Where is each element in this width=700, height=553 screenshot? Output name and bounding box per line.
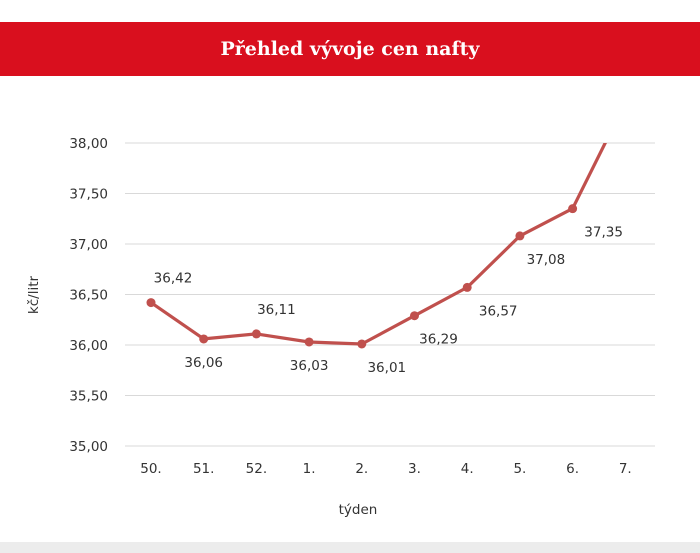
data-point: [357, 339, 367, 349]
y-axis-title: kč/litr: [26, 275, 42, 314]
x-tick-label: 6.: [566, 461, 579, 477]
x-tick-label: 4.: [461, 461, 474, 477]
y-tick-label: 36,00: [69, 338, 108, 354]
y-tick-label: 37,50: [69, 187, 108, 203]
x-tick-label: 5.: [513, 461, 526, 477]
y-tick-label: 35,00: [69, 439, 108, 455]
data-point: [146, 298, 156, 308]
y-tick-label: 37,00: [69, 237, 108, 253]
x-tick-labels: 50. 51. 52. 1. 2. 3. 4. 5. 6. 7.: [140, 461, 631, 477]
data-point: [199, 334, 209, 344]
data-label: 36,42: [154, 271, 193, 287]
x-axis-title: týden: [339, 502, 378, 518]
data-point: [568, 204, 578, 214]
data-label: 36,29: [419, 332, 458, 348]
page-title: Přehled vývoje cen nafty: [220, 38, 480, 60]
x-tick-label: 1.: [303, 461, 316, 477]
data-label: 36,11: [257, 302, 296, 318]
data-labels: 36,42 36,06 36,11 36,03 36,01 36,29 36,57 37,08…: [154, 225, 623, 376]
data-label: 36,06: [184, 355, 223, 371]
data-label: 37,35: [584, 225, 623, 241]
data-point: [410, 311, 419, 321]
y-tick-label: 38,00: [69, 136, 108, 152]
data-label: 36,03: [290, 358, 329, 374]
x-tick-label: 50.: [140, 461, 161, 477]
data-label: 37,08: [527, 252, 566, 268]
data-point: [515, 231, 525, 241]
grid-lines: [125, 142, 655, 447]
y-tick-label: 36,50: [69, 288, 108, 304]
series-points: [146, 204, 578, 349]
y-tick-label: 35,50: [69, 389, 108, 405]
data-label: 36,01: [367, 360, 406, 376]
y-tick-labels: 35,00 35,50 36,00 36,50 37,00 37,50 38,00: [69, 136, 108, 455]
x-tick-label: 52.: [246, 461, 267, 477]
series-line: [149, 143, 608, 346]
x-tick-label: 7.: [619, 461, 632, 477]
data-point: [462, 282, 472, 292]
data-point: [251, 329, 261, 339]
data-label: 36,57: [479, 303, 518, 319]
x-tick-label: 3.: [408, 461, 421, 477]
series-line-path: [149, 143, 608, 346]
data-point: [304, 337, 314, 347]
x-tick-label: 2.: [355, 461, 368, 477]
x-tick-label: 51.: [193, 461, 214, 477]
title-bar: Přehled vývoje cen nafty: [0, 22, 700, 76]
